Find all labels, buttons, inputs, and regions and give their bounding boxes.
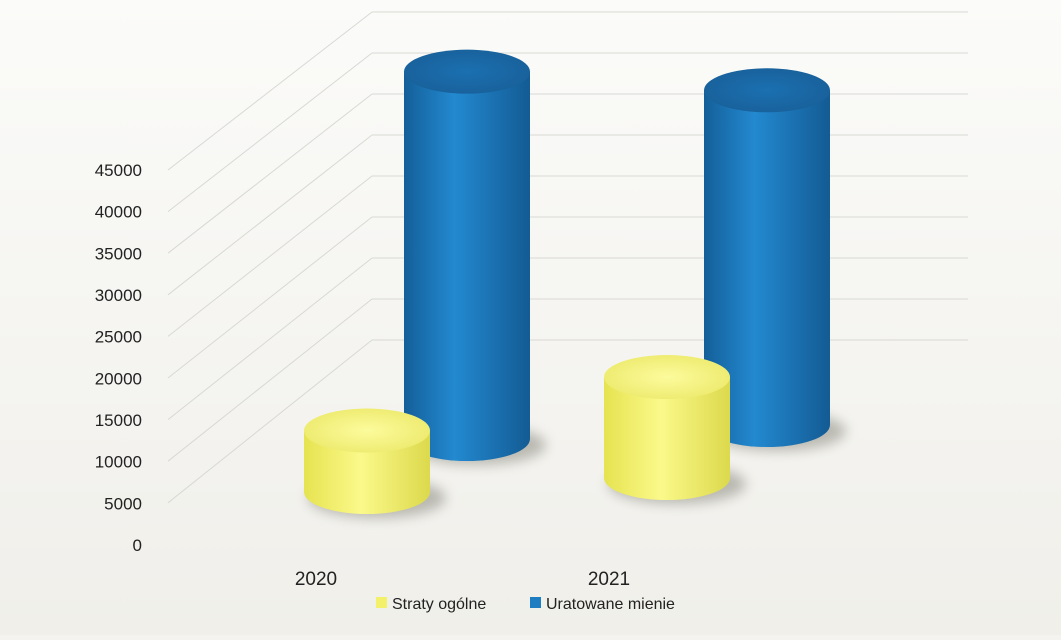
legend-swatch bbox=[530, 597, 541, 608]
gridline-side bbox=[167, 298, 373, 462]
gridline-side bbox=[167, 52, 373, 212]
gridline-side bbox=[167, 257, 373, 420]
bar-uratowane-mienie-2021 bbox=[704, 90, 830, 447]
y-tick-label: 10000 bbox=[95, 453, 142, 472]
bars bbox=[304, 49, 846, 518]
y-tick-label: 40000 bbox=[95, 203, 142, 222]
y-tick-label: 0 bbox=[133, 536, 142, 555]
y-tick-label: 5000 bbox=[104, 494, 142, 513]
bar-top-cap bbox=[604, 355, 730, 400]
y-tick-label: 15000 bbox=[95, 411, 142, 430]
legend-swatch bbox=[376, 597, 387, 608]
y-tick-label: 45000 bbox=[95, 161, 142, 180]
bar-top-cap bbox=[704, 68, 830, 113]
gridline-side bbox=[167, 134, 373, 296]
x-tick-label: 2020 bbox=[295, 569, 337, 590]
gridline-side bbox=[167, 339, 373, 504]
y-axis: 45000 40000 35000 30000 25000 20000 15000 10000… bbox=[95, 161, 142, 555]
bar-uratowane-mienie-2020 bbox=[404, 71, 530, 462]
gridline-side bbox=[167, 11, 373, 171]
legend-label: Uratowane mienie bbox=[546, 596, 675, 613]
bar-straty-ogólne-2021 bbox=[604, 377, 730, 500]
y-tick-label: 35000 bbox=[95, 244, 142, 263]
bar-straty-ogólne-2020 bbox=[304, 430, 430, 514]
bar-top-cap bbox=[404, 49, 530, 94]
y-tick-label: 20000 bbox=[95, 369, 142, 388]
legend-label: Straty ogólne bbox=[392, 596, 486, 613]
x-axis: 2020 2021 bbox=[295, 569, 630, 590]
gridline-side bbox=[167, 93, 373, 254]
gridline-side bbox=[167, 175, 373, 337]
y-tick-label: 25000 bbox=[95, 328, 142, 347]
y-tick-label: 30000 bbox=[95, 286, 142, 305]
legend: Straty ogólne Uratowane mienie bbox=[376, 596, 675, 613]
bar-top-cap bbox=[304, 408, 430, 453]
x-tick-label: 2021 bbox=[588, 569, 630, 590]
gridline-side bbox=[167, 216, 373, 379]
